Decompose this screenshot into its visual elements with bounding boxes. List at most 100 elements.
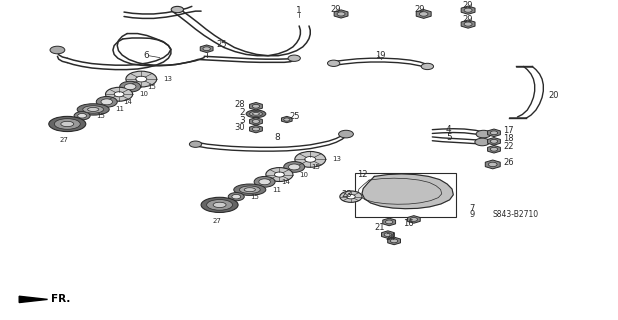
Polygon shape [461,20,475,28]
Polygon shape [416,10,431,18]
Circle shape [254,176,275,187]
Circle shape [74,112,90,120]
Text: 28: 28 [234,100,245,109]
Circle shape [274,172,284,177]
Polygon shape [19,296,48,302]
Ellipse shape [239,186,260,193]
Text: 17: 17 [503,126,514,135]
Text: 23: 23 [341,190,352,199]
Ellipse shape [246,110,266,118]
Text: 12: 12 [357,170,368,179]
Polygon shape [381,231,394,238]
Text: 13: 13 [163,76,172,82]
Polygon shape [362,174,453,209]
Circle shape [347,195,355,199]
Text: 27: 27 [60,137,69,143]
Circle shape [295,151,326,167]
Circle shape [189,141,201,147]
Text: 25: 25 [216,40,227,49]
Text: 10: 10 [139,91,148,97]
Circle shape [252,120,260,123]
Circle shape [120,81,141,92]
Text: 11: 11 [272,187,281,193]
Circle shape [391,239,398,243]
Text: 29: 29 [415,5,425,14]
Text: 29: 29 [462,1,472,10]
Ellipse shape [49,116,86,132]
Text: 15: 15 [250,194,260,200]
Ellipse shape [250,111,263,116]
Ellipse shape [213,202,226,208]
Text: 15: 15 [96,113,105,119]
Polygon shape [407,216,420,223]
Circle shape [464,22,472,26]
Polygon shape [488,129,501,137]
Text: 25: 25 [289,112,300,121]
Circle shape [410,218,418,221]
Text: 14: 14 [281,179,290,185]
Circle shape [101,99,112,105]
Circle shape [252,104,260,108]
Circle shape [340,191,362,202]
Circle shape [50,46,65,54]
Polygon shape [250,118,263,125]
Circle shape [289,164,300,170]
Ellipse shape [83,106,104,113]
Circle shape [284,118,290,121]
Circle shape [421,63,434,70]
Circle shape [232,195,240,199]
Text: 24: 24 [385,233,396,242]
Circle shape [228,193,244,201]
Polygon shape [383,218,396,226]
Ellipse shape [253,113,260,115]
Polygon shape [387,237,400,245]
Circle shape [490,131,497,135]
Text: 14: 14 [124,99,132,105]
Circle shape [420,12,428,16]
Circle shape [490,140,497,143]
Circle shape [288,55,300,61]
Polygon shape [334,10,348,18]
Circle shape [203,47,210,51]
Circle shape [106,87,133,101]
Circle shape [259,179,270,185]
Ellipse shape [54,119,80,129]
Polygon shape [200,45,213,52]
Circle shape [266,168,293,181]
Text: 21: 21 [374,222,384,231]
Circle shape [328,60,340,67]
Ellipse shape [201,197,238,212]
Circle shape [384,233,392,236]
Polygon shape [488,146,501,153]
Text: S843-B2710: S843-B2710 [493,210,539,219]
Text: 15: 15 [147,84,156,90]
Circle shape [464,8,472,12]
Circle shape [476,130,491,138]
Text: 30: 30 [234,123,245,132]
Text: 20: 20 [548,91,559,100]
Polygon shape [250,125,263,133]
Text: 26: 26 [503,158,514,167]
Circle shape [339,130,353,138]
Circle shape [475,138,489,146]
Circle shape [78,114,87,118]
Text: 29: 29 [331,5,341,14]
Text: 8: 8 [274,133,280,142]
Ellipse shape [77,104,109,115]
Text: 4: 4 [446,124,452,133]
Circle shape [124,84,136,90]
Text: 11: 11 [116,107,124,112]
Text: 15: 15 [311,164,320,170]
Text: 29: 29 [462,15,472,24]
Circle shape [136,76,147,82]
Polygon shape [281,116,292,123]
Polygon shape [461,6,475,14]
Text: FR.: FR. [51,294,70,304]
Text: 19: 19 [375,51,386,60]
Circle shape [488,162,497,167]
Text: 5: 5 [446,133,452,142]
Polygon shape [488,138,501,145]
Ellipse shape [61,121,74,127]
Polygon shape [485,160,500,169]
Ellipse shape [88,108,99,111]
